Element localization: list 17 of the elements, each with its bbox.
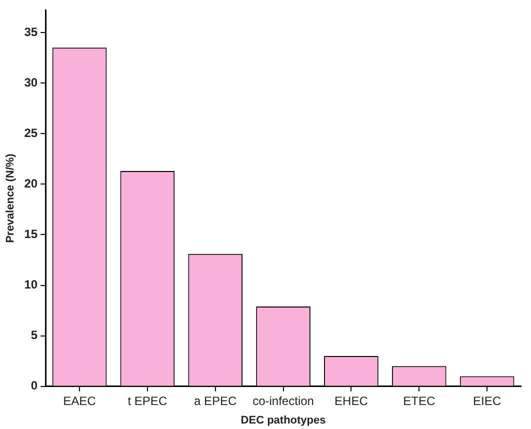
x-tick-label: EHEC <box>334 394 368 408</box>
x-tick-label: t EPEC <box>128 394 168 408</box>
y-tick-label: 10 <box>24 278 38 292</box>
x-tick-label: EIEC <box>473 394 502 408</box>
y-tick-label: 15 <box>24 227 38 242</box>
y-tick-label: 5 <box>30 328 38 342</box>
x-tick-label: EAEC <box>63 394 96 408</box>
x-axis-title: DEC pathotypes <box>240 414 326 426</box>
y-tick-label: 0 <box>30 378 38 393</box>
x-tick-label: a EPEC <box>194 394 238 408</box>
y-tick-label: 30 <box>24 75 38 90</box>
y-tick-label: 20 <box>24 176 38 190</box>
y-tick-label: 35 <box>24 24 38 39</box>
y-axis-title: Prevalence (N/%) <box>4 153 17 243</box>
x-tick-label: co-infection <box>252 394 314 408</box>
x-tick-label: ETEC <box>403 394 436 408</box>
y-tick-label: 25 <box>24 126 38 140</box>
